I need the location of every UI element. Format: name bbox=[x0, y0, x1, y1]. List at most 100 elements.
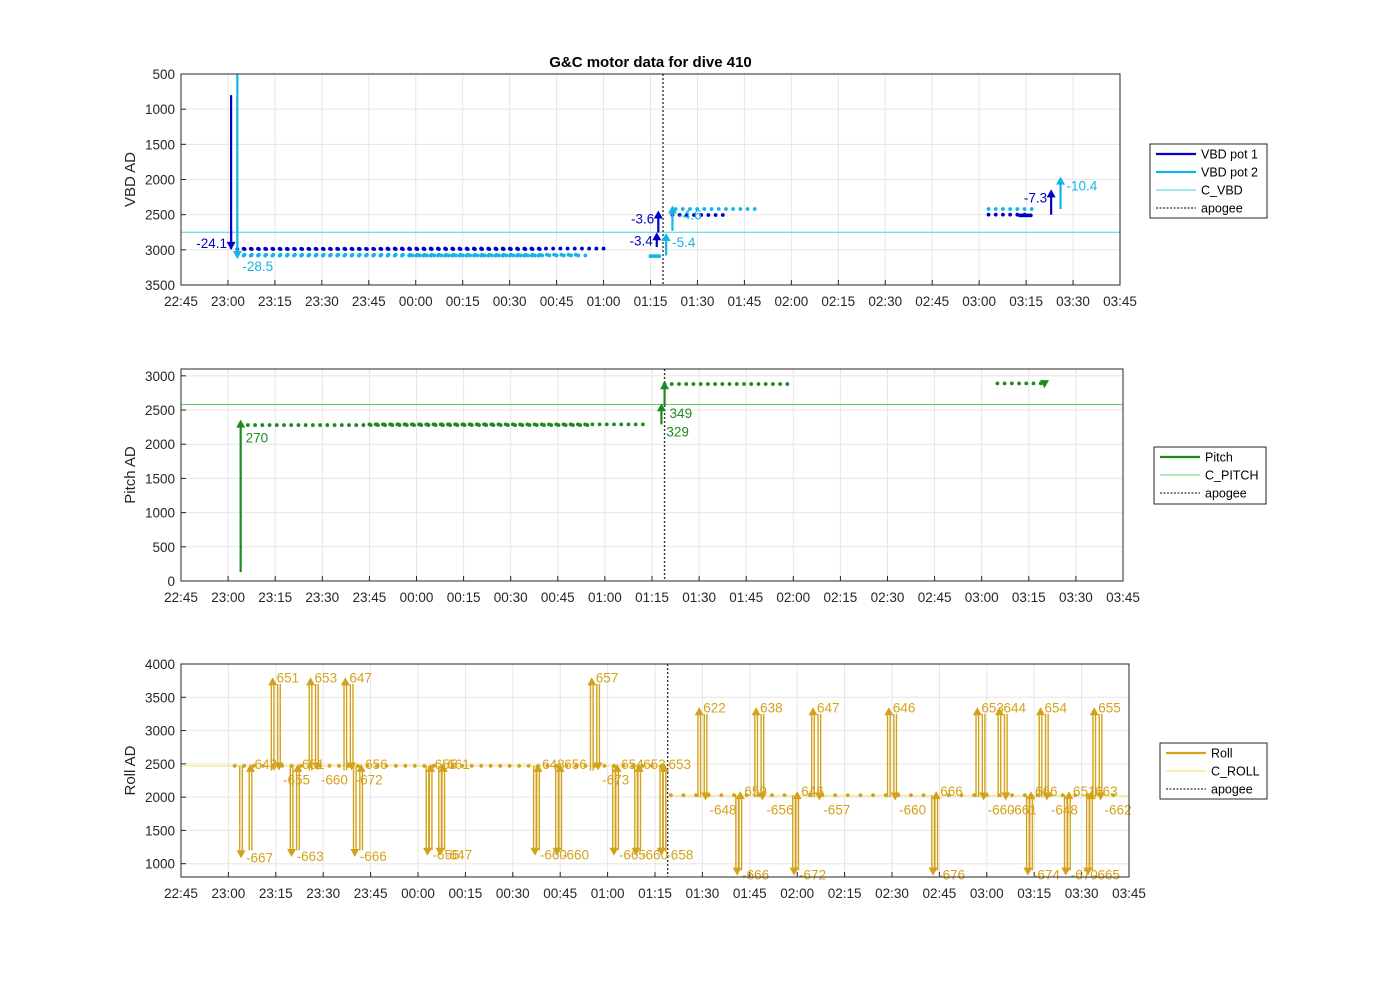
data-point bbox=[292, 246, 296, 251]
arrow-head bbox=[659, 763, 669, 772]
data-point bbox=[539, 422, 544, 427]
x-tick-label: 03:45 bbox=[1112, 886, 1146, 901]
x-tick-label: 22:45 bbox=[164, 294, 198, 309]
data-point bbox=[342, 253, 347, 258]
data-point bbox=[378, 253, 383, 258]
x-tick-label: 00:00 bbox=[401, 886, 435, 901]
data-point bbox=[296, 423, 301, 427]
arrow-label: 329 bbox=[666, 424, 689, 439]
arrow-label: -5.4 bbox=[672, 235, 696, 250]
x-tick-label: 00:00 bbox=[400, 590, 434, 605]
arrow-head bbox=[661, 232, 671, 241]
arrow-label: 661 bbox=[447, 757, 470, 772]
data-point bbox=[251, 763, 256, 768]
data-point bbox=[738, 207, 743, 211]
data-point bbox=[453, 422, 458, 427]
data-point bbox=[395, 422, 400, 427]
data-point bbox=[393, 763, 398, 768]
move-arrow: -3.4 bbox=[629, 232, 662, 248]
data-point bbox=[412, 763, 417, 768]
move-arrow: 666 bbox=[1026, 784, 1058, 871]
x-tick-label: 03:15 bbox=[1017, 886, 1051, 901]
data-point bbox=[464, 246, 469, 251]
data-point bbox=[364, 253, 368, 258]
move-arrow: 656 bbox=[356, 757, 388, 851]
data-point bbox=[381, 422, 385, 427]
move-arrow: -660 bbox=[979, 713, 1015, 817]
y-tick-label: 4000 bbox=[145, 657, 175, 672]
x-tick-label: 01:30 bbox=[682, 590, 716, 605]
legend-label: C_ROLL bbox=[1211, 765, 1260, 779]
arrow-head bbox=[246, 763, 256, 772]
x-tick-label: 02:45 bbox=[923, 886, 957, 901]
arrow-label: -28.5 bbox=[242, 259, 273, 274]
data-point bbox=[986, 212, 991, 217]
data-point bbox=[299, 253, 304, 258]
data-point bbox=[807, 793, 812, 798]
data-point bbox=[515, 246, 520, 251]
data-point bbox=[558, 246, 563, 251]
x-tick-label: 22:45 bbox=[164, 886, 198, 901]
data-point bbox=[356, 763, 360, 768]
x-tick-label: 00:30 bbox=[496, 886, 530, 901]
data-point bbox=[407, 246, 412, 251]
arrow-label: 349 bbox=[670, 406, 693, 421]
data-point bbox=[407, 253, 412, 258]
data-point bbox=[601, 246, 606, 251]
arrow-head bbox=[1056, 176, 1066, 185]
arrow-head bbox=[236, 850, 246, 859]
data-point bbox=[328, 246, 332, 251]
x-tick-label: 23:30 bbox=[305, 294, 339, 309]
data-point bbox=[540, 253, 545, 258]
arrow-label: 270 bbox=[246, 431, 269, 446]
data-point bbox=[282, 423, 286, 427]
y-tick-label: 3500 bbox=[145, 278, 175, 293]
data-point bbox=[752, 207, 757, 211]
x-tick-label: 23:00 bbox=[212, 886, 246, 901]
data-point bbox=[1029, 207, 1034, 211]
arrow-head bbox=[994, 707, 1004, 716]
move-arrow: -24.1 bbox=[196, 228, 236, 251]
arrow-head bbox=[735, 791, 745, 800]
data-point bbox=[313, 246, 318, 251]
y-tick-label: 1500 bbox=[145, 823, 175, 838]
x-tick-label: 01:15 bbox=[638, 886, 672, 901]
data-point bbox=[241, 253, 246, 258]
data-point bbox=[443, 246, 448, 251]
x-tick-label: 00:45 bbox=[540, 294, 574, 309]
data-point bbox=[424, 422, 429, 427]
data-point bbox=[508, 246, 512, 251]
move-arrow: -666 bbox=[350, 765, 387, 864]
data-point bbox=[450, 253, 455, 258]
y-axis-label: VBD AD bbox=[122, 152, 139, 207]
data-point bbox=[1001, 207, 1005, 211]
arrow-head bbox=[293, 763, 303, 772]
arrow-head bbox=[1086, 791, 1096, 800]
data-point bbox=[432, 253, 437, 258]
arrow-label: -676 bbox=[938, 868, 965, 883]
move-arrow: 656 bbox=[555, 757, 587, 851]
data-point bbox=[460, 763, 465, 768]
x-tick-label: 02:15 bbox=[824, 590, 858, 605]
legend-label: C_PITCH bbox=[1205, 469, 1258, 483]
y-tick-label: 2000 bbox=[145, 173, 175, 188]
arrow-head bbox=[438, 763, 448, 772]
data-point bbox=[461, 253, 465, 258]
arrow-head bbox=[312, 762, 322, 771]
arrow-label: -10.4 bbox=[1067, 179, 1098, 194]
pitch-panel: 22:45 23:00 23:15 23:30 23:45 00:00 00:15 00:30… bbox=[122, 368, 1140, 605]
data-point bbox=[688, 207, 692, 211]
x-tick-label: 23:15 bbox=[259, 886, 293, 901]
data-point bbox=[692, 213, 696, 217]
arrow-label: 622 bbox=[703, 700, 726, 715]
data-point bbox=[909, 793, 913, 798]
arrow-label: 647 bbox=[817, 700, 840, 715]
data-point bbox=[742, 382, 746, 386]
data-point bbox=[306, 246, 311, 251]
data-point bbox=[232, 763, 237, 768]
arrow-label: 651 bbox=[302, 757, 325, 772]
data-point bbox=[782, 793, 787, 798]
data-point bbox=[1001, 212, 1005, 217]
data-point bbox=[400, 253, 404, 258]
